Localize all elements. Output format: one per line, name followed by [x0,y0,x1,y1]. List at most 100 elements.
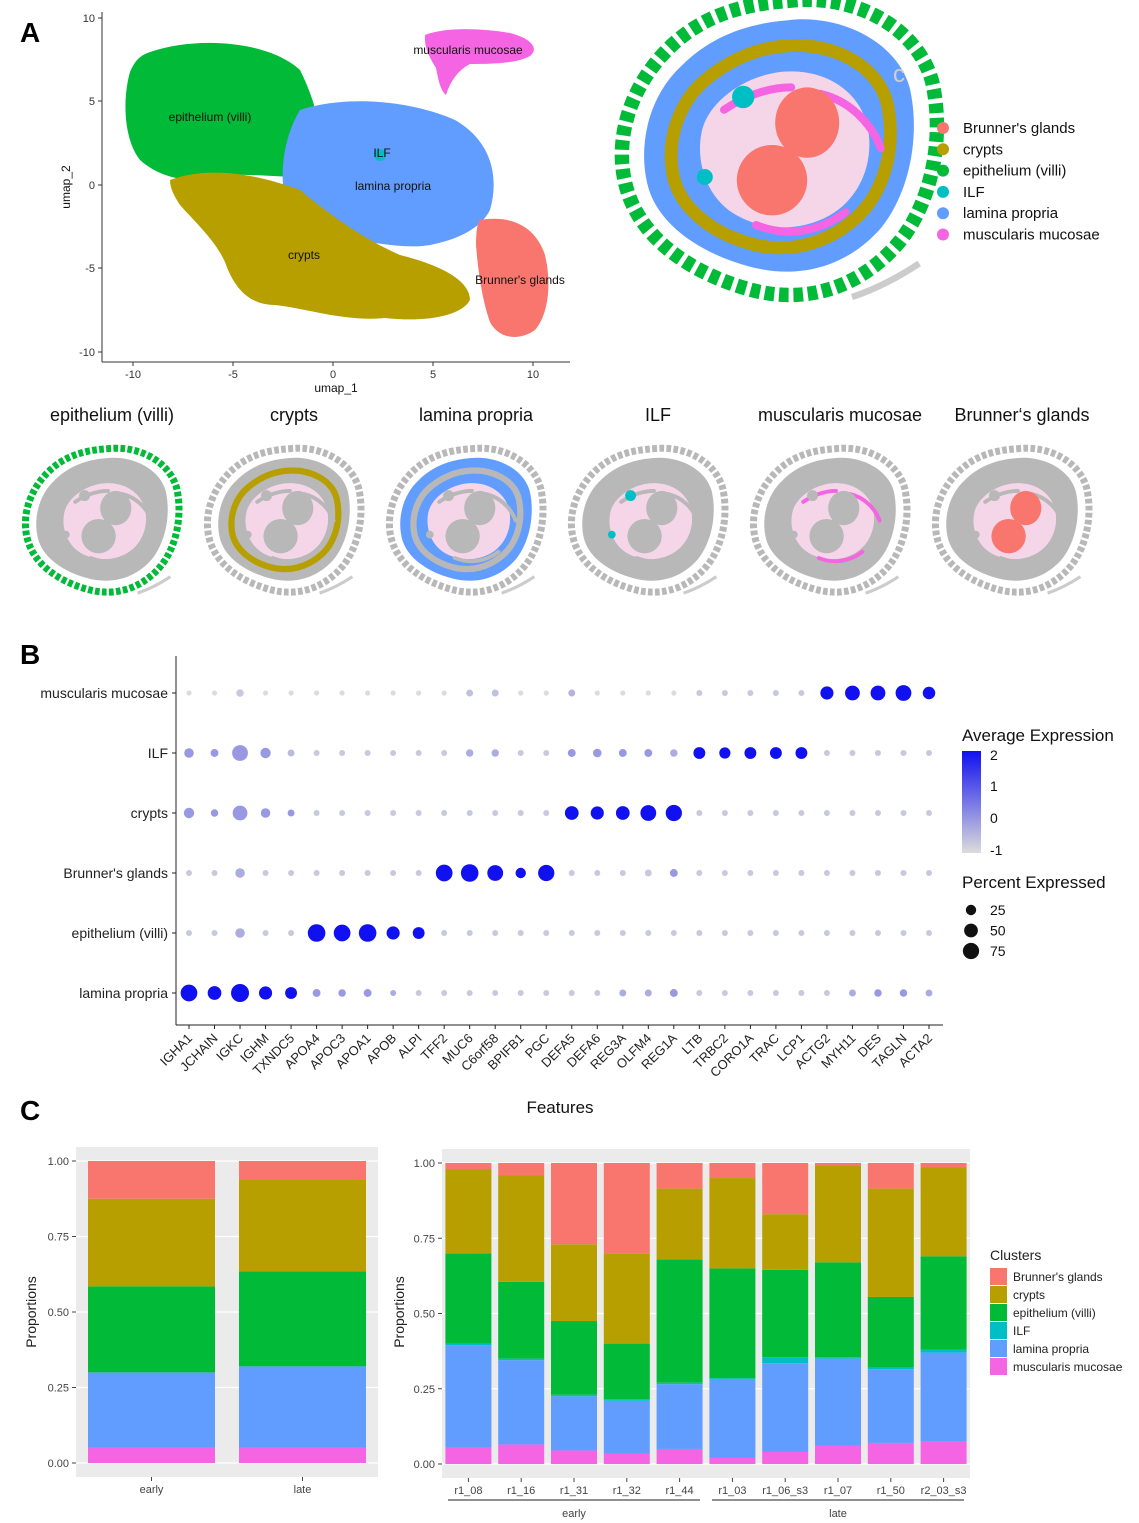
dot-lamina-propria-jchain [207,986,222,1000]
dotplot-x-label: Features [526,1098,593,1117]
umap-y-tick-label: -5 [85,263,95,275]
spatial-legend-label-muscularis-mucosae: muscularis mucosae [963,227,1100,244]
dot-lamina-propria-reg1a [669,989,678,997]
small-map-ilf [567,444,729,596]
dot-brunner-s-glands-myh11 [849,870,856,876]
dot-lamina-propria-apoa1 [363,989,372,997]
umap-label-brunners-glands: Brunner's glands [475,273,565,287]
bars-right-group-label-late: late [829,1508,847,1520]
dot-crypts-txndc5 [287,809,295,817]
bars-right-bar-r1-03-crypts [709,1178,756,1269]
bars-legend-swatch-muscularis-mucosae [990,1358,1007,1375]
bars-right-y-tick-label: 0.25 [414,1384,435,1396]
bars-left-x-label-late: late [294,1484,312,1496]
dot-epithelium-villi-igha1 [186,930,192,936]
bars-right-bar-r1-07-muscularis-mucosae [815,1445,861,1464]
tissue-arc [1047,575,1082,595]
bars-left-y-tick-label: 0.75 [48,1232,69,1244]
dot-brunner-s-glands-c6orf58 [487,865,504,881]
dot-crypts-acta2 [926,810,932,816]
dot-lamina-propria-ltb [696,990,703,996]
dot-muscularis-mucosae-igkc [236,689,244,697]
dot-brunner-s-glands-apoa4 [313,870,320,876]
dot-brunner-s-glands-bpifb1 [515,867,526,879]
tissue-brunners-2 [81,519,116,554]
dot-muscularis-mucosae-reg1a [671,690,677,696]
bars-right-x-label-r1-50: r1_50 [877,1485,905,1497]
umap-cluster-ilf [374,149,386,161]
bars-left-bar-early-crypts [88,1198,215,1287]
bars-right-bar-r1-06-s3-muscularis-mucosae [762,1451,809,1464]
tissue-crypts [774,467,888,573]
bars-right-bar-r1-31-crypts [551,1244,597,1322]
dot-brunner-s-glands-tagln [900,870,907,876]
dot-brunner-s-glands-acta2 [926,870,932,876]
dot-lamina-propria-des [874,989,882,997]
dot-muscularis-mucosae-coro1a [747,690,754,696]
dot-brunner-s-glands-jchain [211,870,218,876]
bars-legend-swatch-lamina-propria [990,1340,1007,1357]
bars-right-bar-r1-03-brunner-s-glands [709,1163,756,1179]
bars-left-bar-late-epithelium-villi [239,1271,366,1367]
bars-right-bar-r2-03-s3-epithelium-villi [920,1256,967,1350]
panel-letter-a: A [20,17,40,48]
umap-cluster-muscularis-mucosae [424,29,534,95]
tissue-villi [749,444,911,596]
dot-ilf-igkc [232,745,248,761]
bars-right-bar-r1-50-crypts [867,1188,914,1297]
tissue-ilf-1 [79,490,91,502]
dot-ilf-muc6 [465,749,474,757]
dot-crypts-lcp1 [798,810,805,816]
dot-brunner-s-glands-lcp1 [798,870,805,876]
tissue-ilf-1 [261,490,273,502]
small-map-brunner-s-glands [931,444,1093,596]
bars-right-x-label-r1-32: r1_32 [613,1485,641,1497]
dot-epithelium-villi-trbc2 [721,930,728,936]
bars-legend-label-ilf: ILF [1013,1324,1030,1338]
bars-right-x-label-r1-08: r1_08 [454,1485,482,1497]
dot-muscularis-mucosae-c6orf58 [491,689,499,697]
bars-right-bar-r2-03-s3-crypts [920,1167,967,1257]
dot-epithelium-villi-ighm [262,930,269,936]
bars-right-bar-r1-08-ilf [445,1343,492,1346]
dot-brunner-s-glands-tff2 [435,864,453,882]
bars-right-bar-r1-06-s3-brunner-s-glands [762,1163,809,1215]
dot-muscularis-mucosae-actg2 [820,686,834,700]
dot-muscularis-mucosae-myh11 [845,685,860,701]
dot-crypts-jchain [210,809,219,817]
dotplot-color-tick: -1 [990,842,1003,858]
dot-crypts-apoc3 [339,810,346,816]
bars-right-bar-r2-03-s3-muscularis-mucosae [920,1441,967,1464]
dot-lamina-propria-muc6 [466,990,473,996]
dot-lamina-propria-apob [390,990,397,996]
dot-ilf-reg1a [670,749,678,757]
dot-crypts-olfm4 [640,805,657,821]
bars-right-bar-r2-03-s3-brunner-s-glands [920,1163,967,1168]
bars-right-bar-r1-44-lamina-propria [656,1384,703,1449]
dot-lamina-propria-trbc2 [721,990,728,996]
bars-right-bar-r1-07-ilf [815,1357,861,1359]
umap-label-crypts: crypts [288,248,320,262]
dot-muscularis-mucosae-bpifb1 [518,690,524,696]
bars-right-x-label-r1-07: r1_07 [824,1485,852,1497]
dot-ilf-alpi [415,750,422,756]
bars-legend-swatch-ilf [990,1322,1007,1339]
bars-right-y-tick-label: 0.50 [414,1309,435,1321]
dot-crypts-trac [772,810,779,816]
dot-ilf-tff2 [441,750,448,756]
tissue-crypts [46,467,160,573]
dotplot-gene-label-alpi: ALPI [394,1031,425,1062]
bars-right-bar-r1-44-crypts [656,1188,703,1260]
spatial-legend-label-lamina-propria: lamina propria [963,205,1059,222]
bars-legend-swatch-brunner-s-glands [990,1268,1007,1285]
dot-epithelium-villi-trac [772,930,779,936]
tissue-brunners-2 [809,519,844,554]
dot-muscularis-mucosae-apoa4 [313,690,320,696]
dot-brunner-s-glands-reg1a [669,869,678,877]
spatial-c-marker: c [893,61,905,88]
bars-right-bar-r1-06-s3-lamina-propria [762,1363,809,1452]
dotplot-row-label-crypts: crypts [131,805,168,821]
dot-ilf-apoc3 [339,750,346,756]
dot-epithelium-villi-actg2 [823,930,830,936]
small-map-crypts [203,444,365,596]
